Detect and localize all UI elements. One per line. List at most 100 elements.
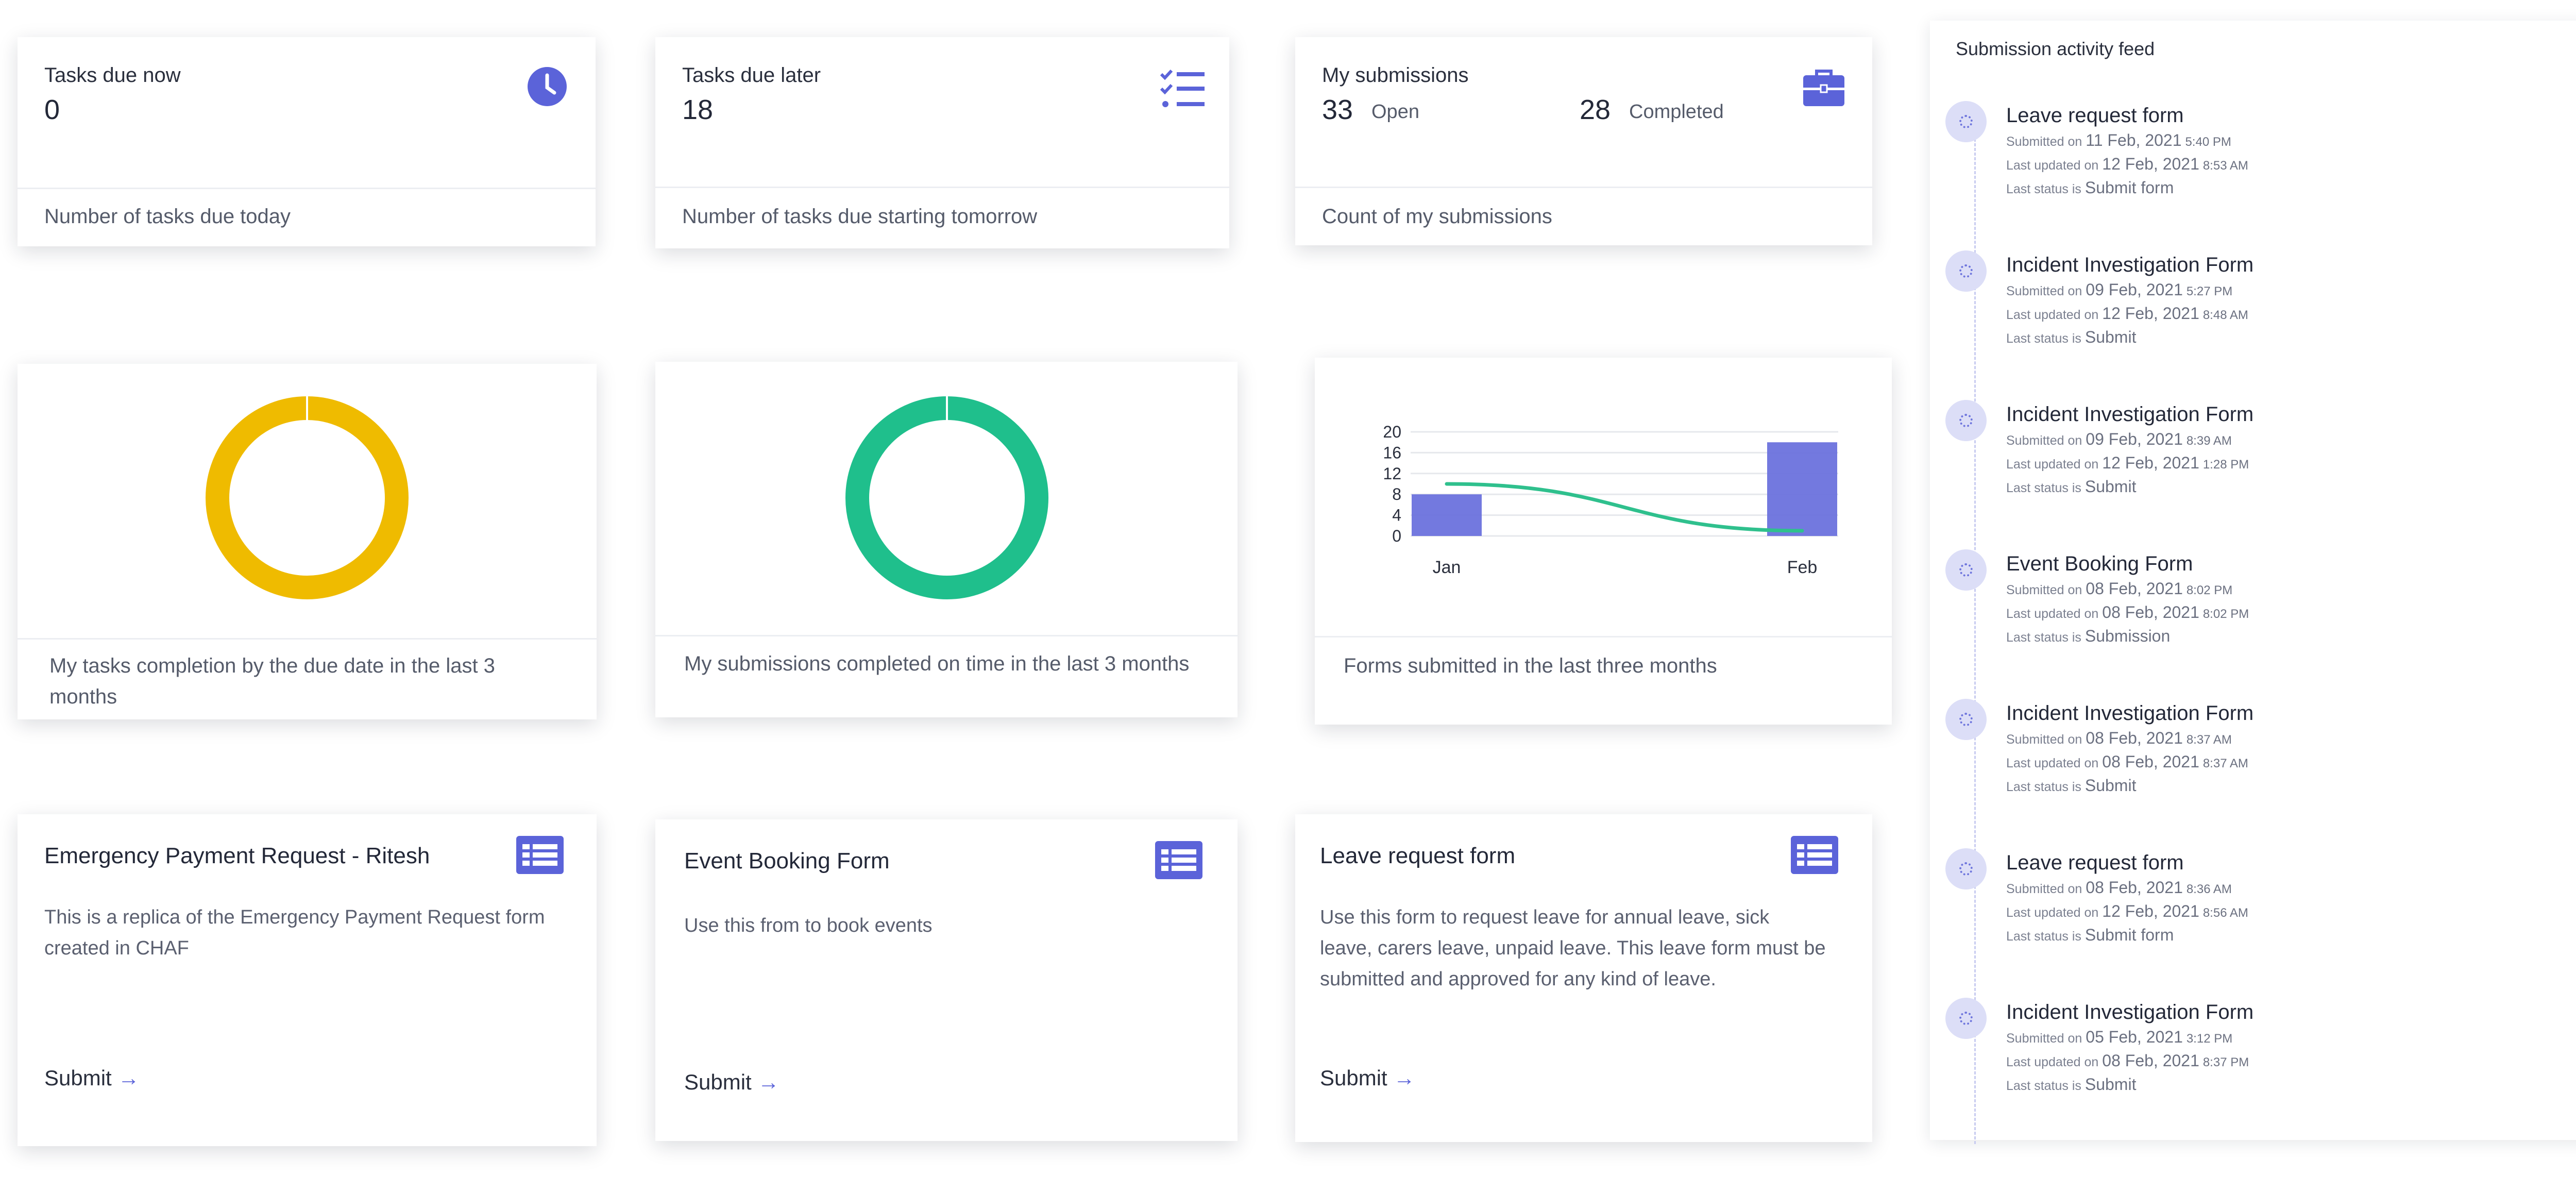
submit-link[interactable]: Submit → [684,1070,779,1095]
pending-icon [1945,699,1987,740]
submissions-on-time-donut [845,396,1048,599]
submission-activity-feed: Submission activity feed Leave request f… [1930,21,2576,1144]
tasks-completion-donut [206,396,409,599]
feed-item[interactable]: Event Booking Form Submitted on 08 Feb, … [1945,549,2255,678]
completed-label: Completed [1629,101,1724,123]
arrow-right-icon: → [117,1066,140,1090]
bar [1767,442,1837,536]
feed-item-title: Incident Investigation Form [2006,702,2254,725]
card-title: My submissions [1322,64,1469,87]
feed-item-updated: Last updated on 12 Feb, 2021 8:53 AM [2006,155,2248,173]
form-card-0: Emergency Payment Request - Ritesh This … [18,814,597,1146]
form-list-icon [516,836,564,874]
form-description: submitted and approved for any kind of l… [1320,968,1716,990]
tasks-due-now-count: 0 [44,94,60,125]
form-list-icon [1791,836,1838,874]
y-tick-label: 8 [1392,485,1401,503]
pending-icon [1945,549,1987,591]
form-title: Leave request form [1320,843,1516,868]
feed-item[interactable]: Incident Investigation Form Submitted on… [1945,250,2255,379]
feed-item-updated: Last updated on 12 Feb, 2021 8:48 AM [2006,304,2248,323]
card-forms-submitted-chart: 0 4 8 12 16 20 Jan Feb Forms submitted in the l… [1315,358,1892,725]
feed-item-status: Last status is Submit form [2006,178,2174,197]
divider [18,188,596,189]
x-tick-label: Jan [1433,558,1461,577]
form-list-icon [1155,841,1202,879]
pending-icon [1945,848,1987,889]
feed-title: Submission activity feed [1956,38,2155,59]
feed-item-status: Last status is Submit form [2006,926,2174,944]
feed-item-title: Incident Investigation Form [2006,254,2254,276]
card-footer: Number of tasks due starting tomorrow [682,205,1038,228]
feed-item[interactable]: Incident Investigation Form Submitted on… [1945,699,2255,828]
feed-item[interactable]: Leave request form Submitted on 08 Feb, … [1945,848,2255,977]
card-tasks-completion-chart: My tasks completion by the due date in t… [18,364,597,719]
form-card-2: Leave request form Use this form to requ… [1295,814,1872,1142]
feed-item-updated: Last updated on 08 Feb, 2021 8:37 AM [2006,752,2248,771]
pending-icon [1945,101,1987,142]
submit-label: Submit [684,1070,752,1094]
form-description: Use this form to request leave for annua… [1320,906,1770,928]
feed-item-updated: Last updated on 08 Feb, 2021 8:02 PM [2006,603,2249,622]
feed-item-submitted: Submitted on 11 Feb, 2021 5:40 PM [2006,131,2231,149]
chart-caption: My tasks completion by the due date in t… [49,654,495,708]
feed-item-title: Incident Investigation Form [2006,403,2254,426]
feed-item-title: Event Booking Form [2006,552,2193,575]
feed-item[interactable]: Leave request form Submitted on 11 Feb, … [1945,101,2255,230]
pending-icon [1945,400,1987,441]
donut-ring [845,396,1048,599]
feed-item-submitted: Submitted on 09 Feb, 2021 5:27 PM [2006,280,2233,299]
form-card-1: Event Booking Form Use this from to book… [655,819,1238,1141]
feed-item-submitted: Submitted on 05 Feb, 2021 3:12 PM [2006,1028,2233,1046]
y-tick-label: 0 [1392,527,1401,545]
feed-item[interactable]: Incident Investigation Form Submitted on… [1945,998,2255,1127]
card-footer: Number of tasks due today [44,205,291,228]
checklist-icon [1160,68,1206,109]
submit-link[interactable]: Submit → [44,1066,140,1090]
card-tasks-due-now: Tasks due now 0 Number of tasks due toda… [18,37,596,246]
y-tick-label: 4 [1392,506,1401,525]
form-description: leave, carers leave, unpaid leave. This … [1320,937,1826,959]
submit-label: Submit [44,1066,112,1090]
y-tick-label: 16 [1383,443,1401,462]
open-label: Open [1371,101,1419,123]
form-description: This is a replica of the Emergency Payme… [44,906,545,928]
feed-item-status: Last status is Submit [2006,477,2137,496]
card-title: Tasks due now [44,64,181,87]
feed-item-updated: Last updated on 12 Feb, 2021 8:56 AM [2006,902,2248,920]
feed-item-title: Leave request form [2006,104,2184,127]
feed-item[interactable]: Incident Investigation Form Submitted on… [1945,400,2255,529]
y-tick-label: 20 [1383,423,1401,441]
feed-item-submitted: Submitted on 09 Feb, 2021 8:39 AM [2006,430,2232,448]
form-title: Emergency Payment Request - Ritesh [44,843,430,868]
feed-item-submitted: Submitted on 08 Feb, 2021 8:37 AM [2006,729,2232,747]
bar [1412,494,1482,536]
feed-item-submitted: Submitted on 08 Feb, 2021 8:02 PM [2006,579,2233,598]
briefcase-icon [1802,68,1845,107]
submit-link[interactable]: Submit → [1320,1066,1415,1090]
feed-item-status: Last status is Submit [2006,776,2137,795]
feed-item-submitted: Submitted on 08 Feb, 2021 8:36 AM [2006,878,2232,897]
form-description: created in CHAF [44,937,189,959]
submit-label: Submit [1320,1066,1387,1090]
divider [18,638,597,640]
card-submissions-on-time-chart: My submissions completed on time in the … [655,362,1238,717]
form-title: Event Booking Form [684,848,890,874]
divider [1315,636,1892,637]
feed-item-status: Last status is Submit [2006,1075,2137,1094]
chart-caption: My submissions completed on time in the … [684,652,1190,675]
donut-ring [206,396,409,599]
timeline-line [1974,134,1976,1144]
card-tasks-due-later: Tasks due later 18 Number of tasks due s… [655,37,1229,248]
divider [655,187,1229,188]
trend-line [1445,482,1804,533]
tasks-due-later-count: 18 [682,94,714,125]
chart-caption: Forms submitted in the last three months [1344,654,1717,677]
feed-item-title: Leave request form [2006,851,2184,874]
x-tick-label: Feb [1787,558,1818,577]
feed-item-status: Last status is Submission [2006,627,2171,645]
arrow-right-icon: → [1393,1066,1415,1090]
arrow-right-icon: → [757,1070,779,1094]
feed-item-status: Last status is Submit [2006,328,2137,346]
card-footer: Count of my submissions [1322,205,1552,228]
